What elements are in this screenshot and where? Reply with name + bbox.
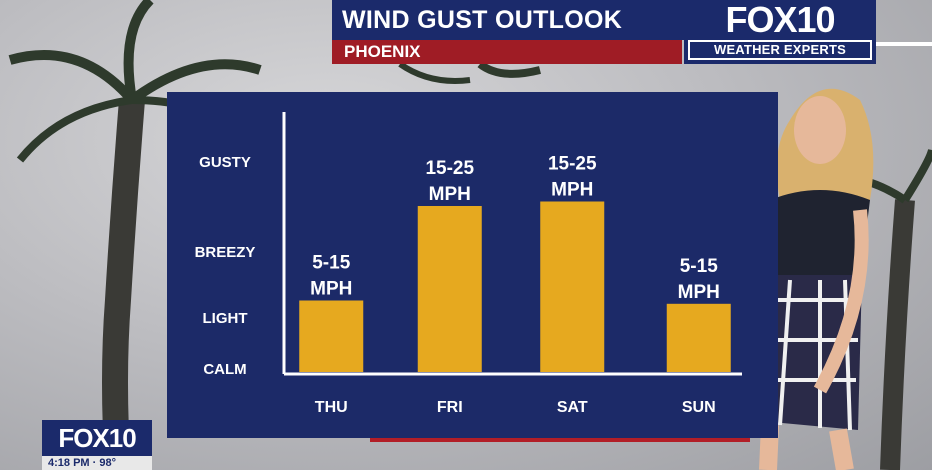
fox10-logo-text: FOX10 [725, 0, 835, 40]
y-level-label: CALM [203, 361, 246, 378]
bar-value-label: 5-15 [680, 256, 718, 277]
bar-value-label: MPH [551, 180, 593, 201]
panel-accent-rule [370, 438, 750, 442]
bug-logo: FOX10 [58, 423, 136, 453]
palm-tree-back [398, 60, 541, 84]
fox10-logo: FOX10 WEATHER EXPERTS [684, 0, 876, 64]
y-level-label: LIGHT [203, 310, 248, 327]
x-category-label: THU [315, 399, 348, 416]
page-title: WIND GUST OUTLOOK [342, 5, 623, 34]
x-category-label: FRI [437, 399, 463, 416]
station-bug: FOX10 4:18 PM · 98° [42, 420, 152, 470]
bar-sun [666, 303, 731, 372]
city-label: PHOENIX [344, 42, 421, 61]
bar-value-label: 5-15 [312, 253, 350, 274]
weather-experts-label: WEATHER EXPERTS [688, 40, 872, 60]
y-level-label: BREEZY [195, 244, 256, 261]
bar-thu [299, 300, 364, 372]
x-category-label: SAT [557, 399, 588, 416]
chart-panel: CALM LIGHT BREEZY GUSTY 5-15 MPH THU 15-25 MPH FR… [167, 92, 778, 438]
bar-value-label: MPH [429, 184, 471, 205]
title-bar: WIND GUST OUTLOOK [332, 0, 684, 40]
bar-value-label: 15-25 [425, 158, 474, 179]
bar-value-label: MPH [678, 282, 720, 303]
x-category-label: SUN [682, 399, 716, 416]
bug-time: 4:18 PM · 98° [42, 456, 152, 470]
bar-fri [417, 206, 482, 372]
bar-sat [540, 201, 605, 372]
wind-gust-chart: CALM LIGHT BREEZY GUSTY 5-15 MPH THU 15-25 MPH FR… [195, 112, 742, 416]
bar-value-label: 15-25 [548, 154, 597, 175]
city-bar: PHOENIX [332, 40, 682, 64]
header-rule [876, 42, 932, 46]
y-level-label: GUSTY [199, 154, 251, 171]
bar-value-label: MPH [310, 279, 352, 300]
